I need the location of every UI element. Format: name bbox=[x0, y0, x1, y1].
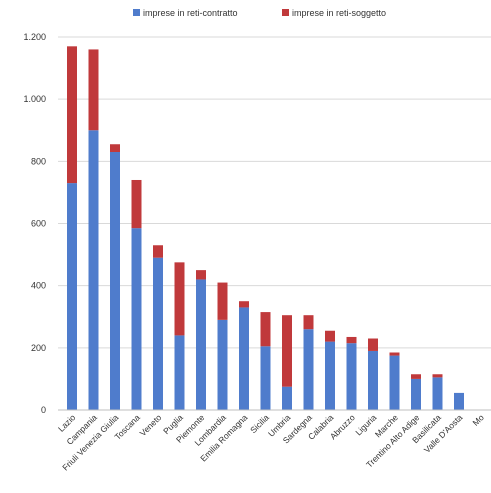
bar-contratto bbox=[346, 343, 357, 410]
bar-contratto bbox=[303, 329, 314, 410]
gridlines bbox=[58, 36, 491, 349]
bar-contratto bbox=[67, 183, 77, 410]
legend-swatch-contratto bbox=[133, 9, 140, 16]
bar-contratto bbox=[174, 335, 185, 410]
legend-label-contratto: imprese in reti-contratto bbox=[143, 8, 238, 18]
bar-soggetto bbox=[325, 330, 335, 342]
bar-soggetto bbox=[368, 338, 378, 351]
y-tick-label: 600 bbox=[31, 219, 46, 229]
y-tick-label: 1.000 bbox=[23, 94, 46, 104]
legend-swatch-soggetto bbox=[282, 9, 289, 16]
bar-contratto bbox=[153, 257, 163, 410]
bars bbox=[67, 46, 464, 410]
bar-soggetto bbox=[110, 144, 120, 153]
legend-label-soggetto: imprese in reti-soggetto bbox=[292, 8, 386, 18]
x-category-label: Mo bbox=[470, 412, 486, 428]
y-tick-label: 1.200 bbox=[23, 32, 46, 42]
bar-soggetto bbox=[217, 282, 228, 320]
bar-soggetto bbox=[174, 262, 185, 336]
bar-contratto bbox=[196, 279, 206, 410]
bar-soggetto bbox=[282, 315, 292, 387]
bar-contratto bbox=[282, 386, 292, 410]
bar-soggetto bbox=[260, 312, 271, 347]
bar-soggetto bbox=[389, 352, 400, 356]
bar-contratto bbox=[432, 377, 443, 410]
bar-soggetto bbox=[303, 315, 314, 330]
bar-contratto bbox=[411, 378, 421, 410]
bar-contratto bbox=[389, 355, 400, 410]
bar-soggetto bbox=[153, 245, 163, 258]
bar-contratto bbox=[88, 130, 99, 410]
y-tick-label: 400 bbox=[31, 281, 46, 291]
bar-soggetto bbox=[411, 374, 421, 379]
bar-soggetto bbox=[131, 179, 142, 229]
bar-soggetto bbox=[346, 336, 357, 344]
y-tick-label: 800 bbox=[31, 156, 46, 166]
bar-soggetto bbox=[432, 374, 443, 378]
bar-contratto bbox=[260, 346, 271, 410]
bar-contratto bbox=[239, 307, 249, 410]
bar-contratto bbox=[454, 392, 464, 410]
y-tick-label: 0 bbox=[41, 405, 46, 415]
bar-soggetto bbox=[88, 49, 99, 131]
y-tick-label: 200 bbox=[31, 343, 46, 353]
bar-soggetto bbox=[67, 46, 77, 184]
bar-soggetto bbox=[196, 270, 206, 280]
bar-contratto bbox=[368, 350, 378, 410]
x-category-label: Veneto bbox=[138, 412, 164, 438]
bar-contratto bbox=[325, 341, 335, 410]
legend: imprese in reti-contratto imprese in ret… bbox=[133, 8, 386, 18]
bar-contratto bbox=[217, 319, 228, 410]
bar-contratto bbox=[110, 152, 120, 410]
y-axis-ticks: 0 200 400 600 800 1.000 1.200 bbox=[23, 32, 46, 415]
bar-contratto bbox=[131, 228, 142, 410]
bar-soggetto bbox=[239, 301, 249, 308]
